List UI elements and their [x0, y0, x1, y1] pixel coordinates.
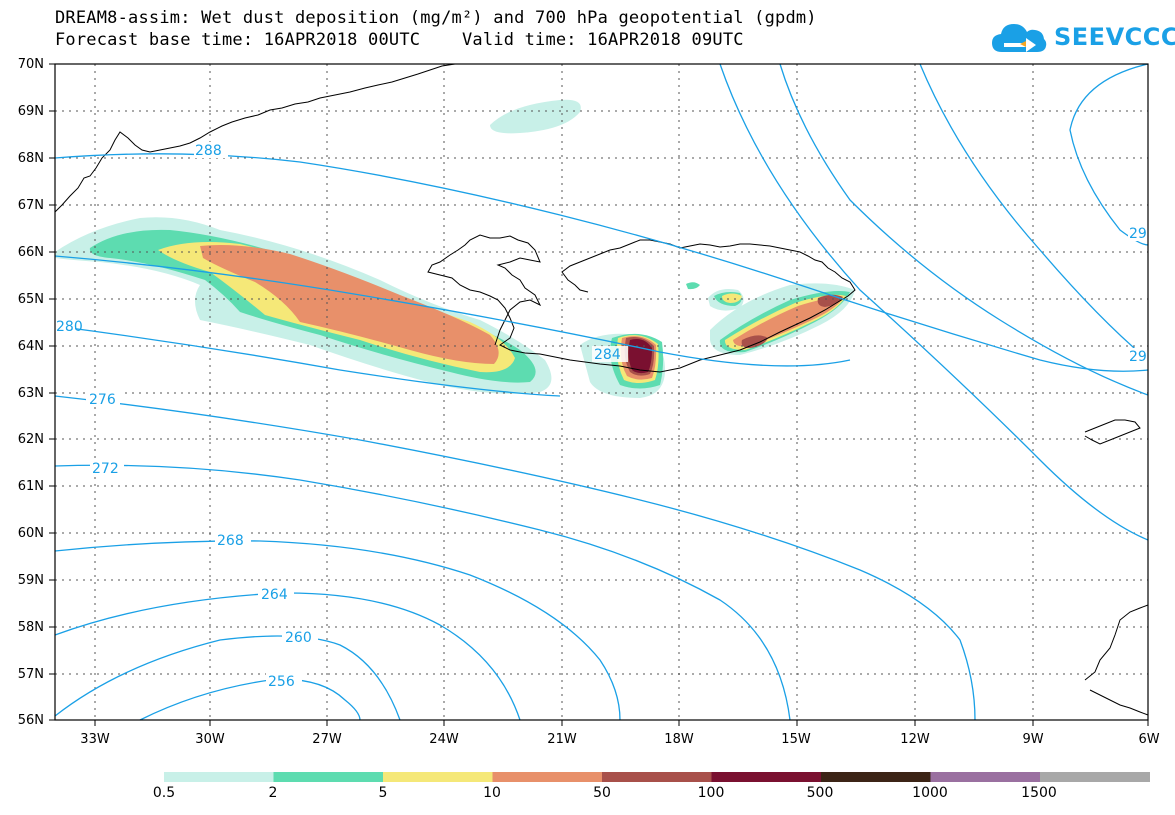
- lat-label-67n: 67N: [17, 198, 44, 213]
- frame-ticks: [49, 63, 1149, 726]
- colorbar-label-50: 50: [593, 785, 611, 801]
- contour-label-284: 284: [594, 347, 621, 363]
- contour-right-2: [1069, 63, 1149, 246]
- lon-label-6w: 6W: [1138, 732, 1160, 747]
- colorbar-swatch-2: [383, 772, 493, 782]
- lat-label-56n: 56N: [17, 713, 44, 728]
- cloud-arrow-icon: [992, 24, 1047, 52]
- contour-label-260: 260: [285, 630, 312, 646]
- colorbar-swatch-3: [492, 772, 603, 782]
- contour-right-1: [779, 63, 1149, 396]
- lon-label-18w: 18W: [664, 732, 694, 747]
- colorbar-swatch-1: [273, 772, 384, 782]
- colorbar-label-2: 2: [268, 785, 278, 801]
- dust-layer-10-c: [733, 297, 843, 347]
- greenland-coast: [54, 63, 456, 213]
- lat-label-69n: 69N: [17, 104, 44, 119]
- colorbar-label-5: 5: [378, 785, 388, 801]
- lon-label-24w: 24W: [429, 732, 459, 747]
- dust-layer-5-d: [722, 293, 742, 303]
- lat-label-70n: 70N: [17, 57, 44, 72]
- contour-label-280: 280: [56, 319, 83, 335]
- colorbar: [164, 772, 1150, 782]
- colorbar-label-0.5: 0.5: [152, 785, 176, 801]
- lon-label-27w: 27W: [312, 732, 342, 747]
- contour-256: [139, 678, 361, 721]
- dust-layer-50-c: [817, 294, 843, 307]
- map-frame: [54, 63, 1149, 721]
- lat-label-57n: 57N: [17, 667, 44, 682]
- contour-288: [54, 153, 1149, 372]
- contour-label-288: 288: [195, 143, 222, 159]
- colorbar-swatch-6: [821, 772, 931, 782]
- lat-label-59n: 59N: [17, 573, 44, 588]
- contour-260: [54, 635, 401, 721]
- faroe-coast: [1084, 419, 1141, 445]
- contour-280-upper: [54, 255, 851, 367]
- logo-text: SEEVCCC: [1054, 23, 1175, 51]
- contour-label-272: 272: [92, 461, 119, 477]
- contour-label-29-lower: 29: [1129, 349, 1147, 365]
- map-subtitle: Forecast base time: 16APR2018 00UTC Vali…: [55, 30, 744, 50]
- dust-deposition-field: [55, 99, 855, 398]
- lat-label-58n: 58N: [17, 620, 44, 635]
- contour-label-276: 276: [89, 392, 116, 408]
- colorbar-label-100: 100: [697, 785, 725, 801]
- colorbar-label-500: 500: [806, 785, 834, 801]
- colorbar-label-1000: 1000: [912, 785, 948, 801]
- contour-280: [54, 325, 561, 397]
- contour-272: [54, 464, 791, 721]
- contour-right-3: [919, 63, 1149, 361]
- dust-layer-2-e: [686, 282, 700, 290]
- colorbar-swatch-0: [164, 772, 274, 782]
- lat-label-62n: 62N: [17, 432, 44, 447]
- lat-label-64n: 64N: [17, 339, 44, 354]
- coastlines: [54, 63, 1149, 716]
- contour-264: [54, 592, 521, 721]
- colorbar-swatch-4: [602, 772, 712, 782]
- lon-label-9w: 9W: [1022, 732, 1044, 747]
- seevccc-logo: SEEVCCC: [990, 18, 1175, 56]
- dust-layer-0.5-c: [490, 99, 581, 134]
- geopotential-contours: [54, 63, 1149, 721]
- lon-label-15w: 15W: [781, 732, 811, 747]
- lat-label-66n: 66N: [17, 245, 44, 260]
- lon-label-12w: 12W: [900, 732, 930, 747]
- iceland-coast: [427, 234, 856, 373]
- contour-east-bend: [719, 63, 1149, 541]
- dust-layer-50-b: [741, 335, 768, 348]
- lon-label-30w: 30W: [195, 732, 225, 747]
- contour-label-256: 256: [268, 674, 295, 690]
- contour-label-29-upper: 29: [1129, 226, 1147, 242]
- colorbar-swatch-5: [711, 772, 822, 782]
- lat-label-65n: 65N: [17, 292, 44, 307]
- map-title: DREAM8-assim: Wet dust deposition (mg/m²…: [55, 8, 817, 28]
- lat-label-63n: 63N: [17, 386, 44, 401]
- contour-label-264: 264: [261, 587, 288, 603]
- scotland-coast: [1084, 604, 1149, 716]
- lat-label-68n: 68N: [17, 151, 44, 166]
- lon-label-33w: 33W: [80, 732, 110, 747]
- contour-labels: 288 280 276 272 268 264 260 256 284 29 2…: [55, 142, 1150, 690]
- colorbar-label-10: 10: [483, 785, 501, 801]
- colorbar-swatch-8: [1040, 772, 1150, 782]
- colorbar-label-1500: 1500: [1021, 785, 1057, 801]
- dust-layer-100: [628, 339, 652, 374]
- graticule: [55, 64, 1148, 720]
- colorbar-swatch-7: [930, 772, 1041, 782]
- dust-layer-10: [200, 245, 499, 364]
- contour-276: [54, 395, 976, 721]
- lat-label-61n: 61N: [17, 479, 44, 494]
- contour-label-268: 268: [217, 533, 244, 549]
- lat-label-60n: 60N: [17, 526, 44, 541]
- contour-268: [54, 540, 621, 721]
- lon-label-21w: 21W: [547, 732, 577, 747]
